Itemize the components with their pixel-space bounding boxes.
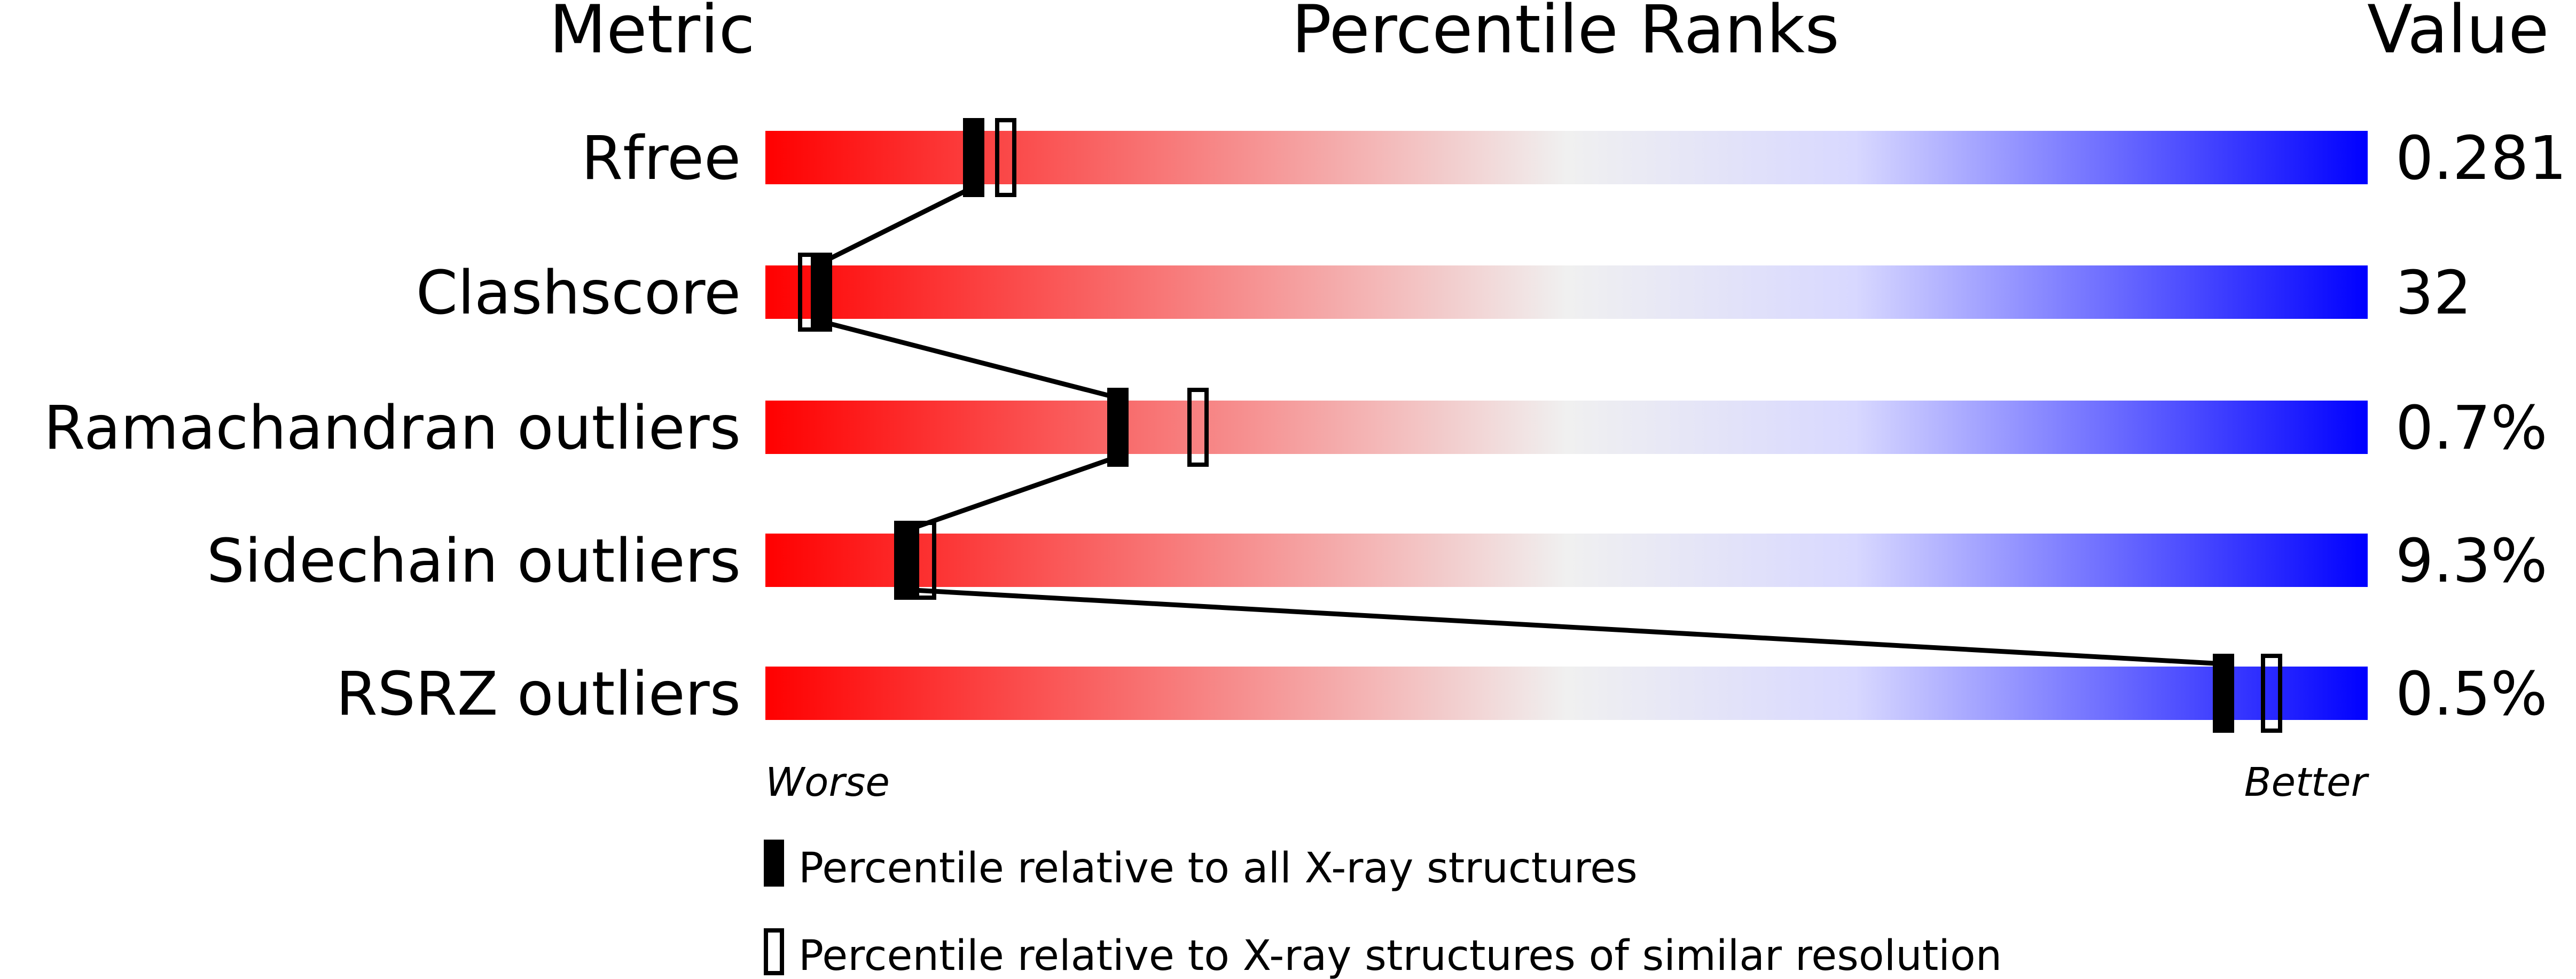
percentile-bar: [765, 401, 2368, 454]
marker-similar-resolution: [2261, 654, 2282, 733]
legend-label-all: Percentile relative to all X-ray structu…: [798, 844, 1638, 892]
axis-label-better: Better: [2244, 759, 2370, 805]
metric-value: 0.5%: [2395, 660, 2548, 729]
connector-line: [904, 454, 1119, 534]
metric-label: Clashscore: [416, 259, 741, 328]
axis-label-worse: Worse: [765, 759, 890, 805]
metric-label: Ramachandran outliers: [44, 394, 741, 463]
metric-value: 0.7%: [2395, 394, 2548, 463]
percentile-bar: [765, 265, 2368, 319]
marker-similar-resolution: [915, 521, 936, 600]
metric-value: 9.3%: [2395, 527, 2548, 596]
legend-filled-marker: [764, 840, 784, 887]
marker-all-structures: [1107, 388, 1129, 467]
percentile-bar: [765, 667, 2368, 720]
metric-label: Sidechain outliers: [207, 527, 741, 596]
connector-line: [904, 587, 2224, 667]
header-value: Value: [2367, 0, 2549, 68]
marker-all-structures: [2213, 654, 2234, 733]
marker-similar-resolution: [1187, 388, 1209, 467]
legend-open-marker: [764, 928, 784, 975]
connector-line: [820, 184, 975, 265]
percentile-bar: [765, 534, 2368, 587]
header-percentile-ranks: Percentile Ranks: [1291, 0, 1839, 68]
legend-label-similar: Percentile relative to X-ray structures …: [798, 932, 2002, 979]
metric-label: RSRZ outliers: [336, 660, 741, 729]
connector-line: [820, 319, 1119, 401]
marker-all-structures: [811, 253, 832, 332]
metric-value: 0.281: [2395, 124, 2567, 193]
marker-all-structures: [894, 521, 915, 600]
metric-value: 32: [2395, 259, 2472, 328]
marker-similar-resolution: [995, 118, 1016, 197]
marker-all-structures: [963, 118, 984, 197]
header-metric: Metric: [549, 0, 755, 68]
metric-label: Rfree: [581, 124, 741, 193]
percentile-bar: [765, 131, 2368, 184]
